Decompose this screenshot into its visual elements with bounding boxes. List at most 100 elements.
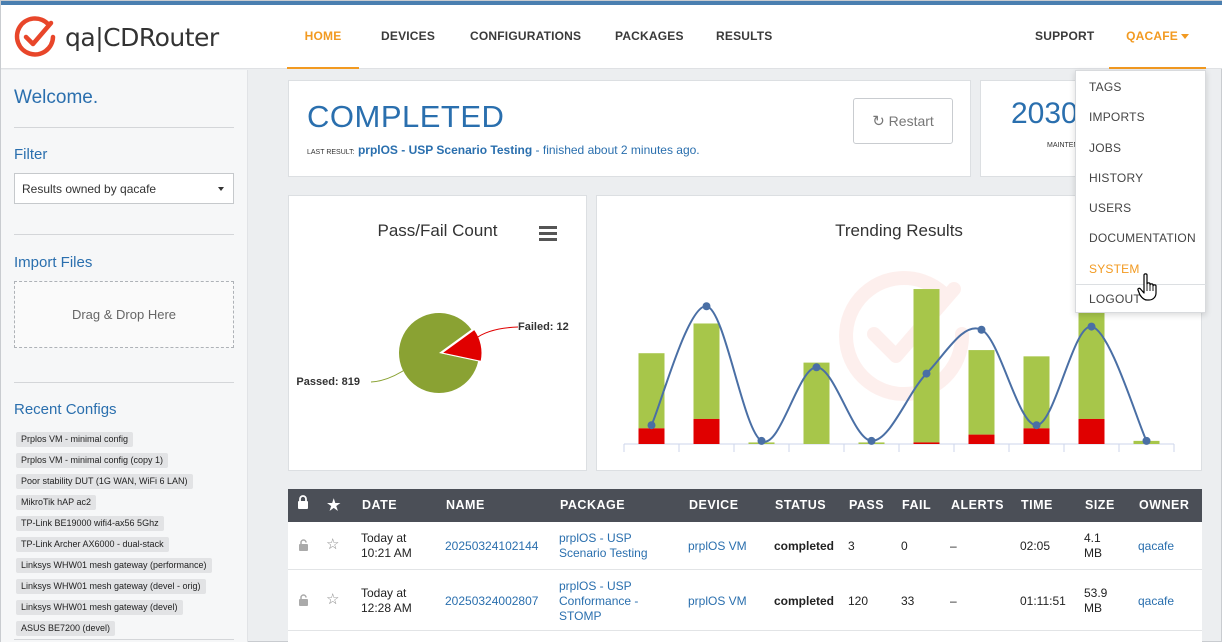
th-name[interactable]: NAME: [446, 498, 485, 512]
row-name-link[interactable]: 20250324002807: [445, 594, 539, 608]
recent-configs-list: Prplos VM - minimal config Prplos VM - m…: [16, 429, 241, 639]
nav-results[interactable]: RESULTS: [716, 29, 773, 43]
filter-select[interactable]: Results owned by qacafe: [14, 173, 234, 204]
divider: [14, 639, 234, 640]
last-result-link[interactable]: prplOS - USP Scenario Testing: [357, 143, 533, 157]
trend-line: [650, 305, 1148, 443]
star-icon[interactable]: ☆: [326, 536, 340, 553]
status-heading: COMPLETED: [307, 99, 505, 134]
menu-item-jobs[interactable]: JOBS: [1089, 141, 1122, 155]
failed-connector: [474, 326, 519, 340]
import-files-heading: Import Files: [14, 254, 93, 271]
menu-item-logout[interactable]: LOGOUT: [1089, 292, 1141, 306]
row-time: 01:11:51: [1020, 594, 1066, 608]
row-owner-link[interactable]: qacafe: [1138, 594, 1175, 608]
row-status: completed: [774, 539, 835, 553]
row-date: Today at 10:21 AM: [361, 531, 412, 561]
last-result-label: LAST RESULT:: [307, 149, 355, 156]
row-alerts: –: [950, 594, 957, 608]
row-package-link[interactable]: prplOS - USP Scenario Testing: [559, 531, 648, 561]
menu-item-users[interactable]: USERS: [1089, 201, 1132, 215]
nav-home[interactable]: HOME: [287, 5, 359, 69]
table-row[interactable]: ☆ Today at 12:28 AM 20250324002807 prplOS…: [288, 571, 1202, 631]
refresh-icon: ↻: [872, 113, 885, 130]
restart-button[interactable]: ↻ Restart: [853, 98, 953, 144]
hand-cursor-icon: [1137, 273, 1157, 301]
chevron-down-icon: [218, 187, 224, 191]
th-alerts[interactable]: ALERTS: [951, 498, 1004, 512]
restart-label: Restart: [888, 113, 934, 129]
config-tag[interactable]: Prplos VM - minimal config: [16, 432, 134, 447]
menu-item-history[interactable]: HISTORY: [1089, 171, 1144, 185]
th-status[interactable]: STATUS: [775, 498, 827, 512]
th-package[interactable]: PACKAGE: [560, 498, 626, 512]
row-name-link[interactable]: 20250324102144: [445, 539, 539, 553]
config-tag[interactable]: Linksys WHW01 mesh gateway (devel): [16, 600, 183, 615]
trend-point: [1032, 421, 1041, 430]
nav-user-menu[interactable]: QACAFE: [1109, 5, 1206, 69]
import-dropzone[interactable]: Drag & Drop Here: [14, 281, 234, 348]
failed-data-label: Failed: 126: [518, 321, 569, 333]
trend-point: [757, 436, 766, 445]
pkg-line: Scenario Testing: [559, 546, 648, 560]
lock-icon[interactable]: [298, 539, 309, 555]
config-tag[interactable]: ASUS BE7200 (devel): [16, 621, 116, 636]
config-tag[interactable]: Poor stability DUT (1G WAN, WiFi 6 LAN): [16, 474, 193, 489]
trend-point: [812, 363, 821, 372]
th-size[interactable]: SIZE: [1085, 498, 1115, 512]
menu-item-system[interactable]: SYSTEM: [1089, 262, 1140, 276]
trend-point: [702, 302, 711, 311]
sidebar: Welcome. Filter Results owned by qacafe …: [1, 70, 248, 642]
row-fail: 0: [901, 539, 908, 553]
lock-icon[interactable]: [298, 594, 309, 610]
config-tag[interactable]: Linksys WHW01 mesh gateway (devel - orig…: [16, 579, 206, 594]
passed-data-label: Passed: 819: [289, 376, 360, 388]
user-name: QACAFE: [1126, 29, 1178, 43]
config-tag[interactable]: Prplos VM - minimal config (copy 1): [16, 453, 169, 468]
logo[interactable]: qa|CDRouter: [13, 15, 219, 59]
config-tag[interactable]: TP-Link BE19000 wifi4-ax56 5Ghz: [16, 516, 164, 531]
th-owner[interactable]: OWNER: [1139, 498, 1190, 512]
row-fail: 33: [901, 594, 915, 608]
row-device-link[interactable]: prplOS VM: [688, 539, 747, 553]
th-pass[interactable]: PASS: [849, 498, 885, 512]
row-device-link[interactable]: prplOS VM: [688, 594, 747, 608]
row-package-link[interactable]: prplOS - USP Conformance - STOMP: [559, 579, 638, 624]
star-icon[interactable]: ☆: [326, 591, 340, 608]
th-date[interactable]: DATE: [362, 498, 398, 512]
nav-devices[interactable]: DEVICES: [381, 29, 436, 43]
pie-slices: [399, 312, 483, 393]
menu-item-imports[interactable]: IMPORTS: [1089, 110, 1145, 124]
config-tag[interactable]: Linksys WHW01 mesh gateway (performance): [16, 558, 212, 573]
bar-segment-fail: [1078, 418, 1105, 444]
row-owner-link[interactable]: qacafe: [1138, 539, 1175, 553]
menu-item-documentation[interactable]: DOCUMENTATION: [1089, 231, 1196, 245]
pkg-line: prplOS - USP: [559, 579, 632, 593]
table-header: ★ DATE NAME PACKAGE DEVICE STATUS PASS F…: [288, 489, 1202, 522]
passed-connector: [370, 366, 410, 383]
nav-configurations[interactable]: CONFIGURATIONS: [470, 29, 582, 43]
row-size: 53.9 MB: [1084, 586, 1107, 616]
nav-support[interactable]: SUPPORT: [1035, 29, 1095, 43]
th-device[interactable]: DEVICE: [689, 498, 739, 512]
menu-divider: [1076, 284, 1207, 285]
date-line: Today at: [361, 531, 407, 545]
row-pass: 120: [848, 594, 869, 608]
bar-segment-pass: [913, 289, 940, 443]
maintenance-number: 2030: [1011, 97, 1078, 130]
recent-configs-heading: Recent Configs: [14, 401, 117, 418]
trending-title: Trending Results: [835, 221, 963, 240]
nav-packages[interactable]: PACKAGES: [615, 29, 684, 43]
trend-point: [977, 325, 986, 334]
config-tag[interactable]: TP-Link Archer AX6000 - dual-stack: [16, 537, 169, 552]
menu-item-tags[interactable]: TAGS: [1089, 80, 1122, 94]
hamburger-menu-icon[interactable]: [539, 226, 557, 242]
lock-column-icon: [297, 489, 309, 522]
bar-segment-fail: [1023, 428, 1050, 444]
trend-point: [922, 369, 931, 378]
th-fail[interactable]: FAIL: [902, 498, 932, 512]
config-tag[interactable]: MikroTik hAP ac2: [16, 495, 97, 510]
row-alerts: –: [950, 539, 957, 553]
table-row[interactable]: ☆ Today at 10:21 AM 20250324102144 prplOS…: [288, 522, 1202, 570]
th-time[interactable]: TIME: [1021, 498, 1053, 512]
